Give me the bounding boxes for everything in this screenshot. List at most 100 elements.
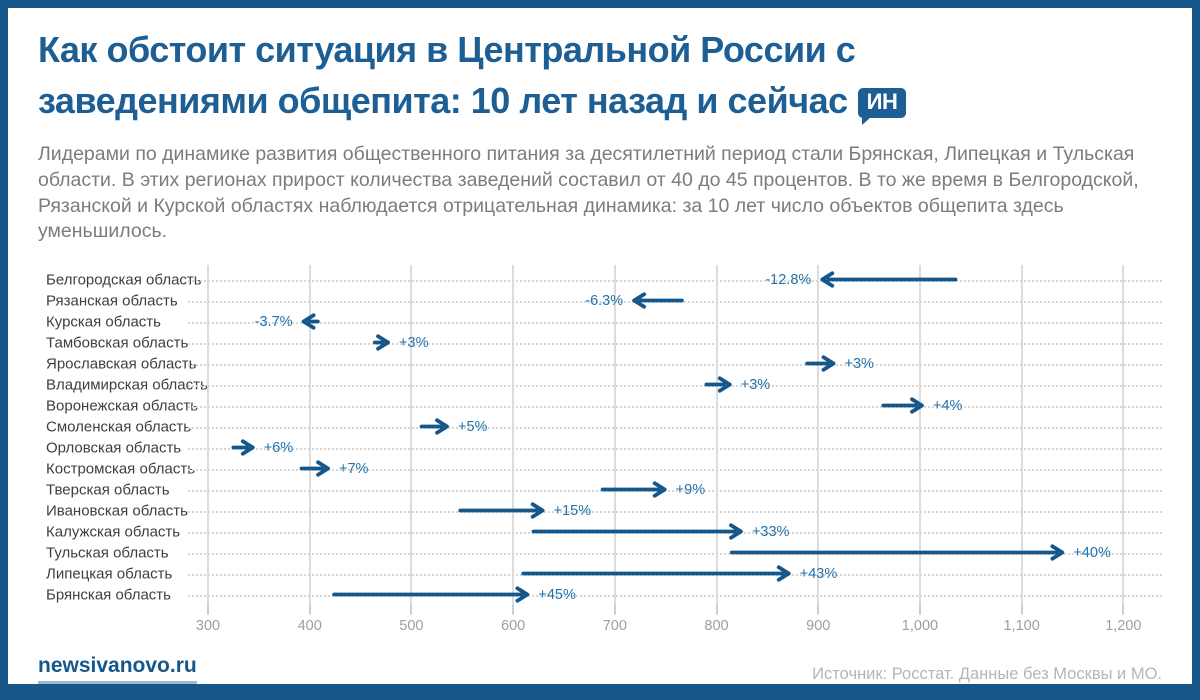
- content: Как обстоит ситуация в Центральной Росси…: [8, 24, 1192, 700]
- change-label: +6%: [263, 439, 294, 456]
- change-arrow: [881, 397, 924, 414]
- x-tick-label: 600: [501, 618, 526, 635]
- grid-line-vertical: [207, 265, 209, 616]
- x-tick: [207, 605, 209, 615]
- change-arrow: [632, 292, 684, 309]
- change-arrow: [419, 418, 449, 435]
- change-label: +40%: [1073, 544, 1111, 561]
- row-label: Тульская область: [46, 544, 169, 562]
- row-dotted-line: [188, 321, 1162, 324]
- row-label: Воронежская область: [46, 397, 199, 415]
- x-tick-label: 800: [704, 618, 729, 635]
- grid-line-vertical: [308, 265, 311, 616]
- row-dotted-line: [188, 489, 1162, 492]
- x-tick: [308, 605, 311, 615]
- footer: newsivanovo.ru Источник: Росстат. Данные…: [38, 654, 1162, 684]
- change-arrow: [805, 355, 836, 372]
- plot-area: -12.8% -6.3% -3.7% +3% +3% +3% +4% +5% +6% +7% +9%…: [188, 265, 1162, 616]
- title-line-2: заведениями общепита: 10 лет назад и сей…: [38, 75, 1162, 126]
- row-dotted-line: [188, 363, 1162, 366]
- page-title: Как обстоит ситуация в Центральной Росси…: [38, 24, 1162, 126]
- grid-line-vertical: [1122, 265, 1125, 616]
- x-tick: [918, 605, 921, 615]
- row-dotted-line: [188, 279, 1162, 282]
- x-tick-label: 300: [195, 618, 221, 635]
- row-dotted-line: [188, 405, 1162, 408]
- grid-line-vertical: [817, 265, 820, 616]
- change-arrow: [332, 586, 530, 603]
- row-label: Тамбовская область: [46, 334, 189, 352]
- row-dotted-line: [188, 342, 1162, 345]
- change-label: -6.3%: [585, 292, 624, 309]
- change-arrow: [729, 544, 1065, 561]
- row-label: Орловская область: [46, 439, 182, 457]
- x-tick-label: 900: [806, 618, 831, 635]
- x-tick: [1020, 605, 1023, 615]
- grid-line-vertical: [918, 265, 921, 616]
- x-tick: [512, 605, 515, 615]
- row-label: Тверская область: [46, 481, 170, 499]
- change-label: +9%: [675, 481, 706, 498]
- arrow-chart: Белгородская область Рязанская область Кур…: [38, 265, 1162, 661]
- row-label: Ивановская область: [46, 502, 188, 520]
- change-arrow: [820, 271, 958, 288]
- title-line-1: Как обстоит ситуация в Центральной Росси…: [38, 29, 856, 70]
- change-label: +3%: [740, 376, 771, 393]
- row-label: Владимирская область: [46, 376, 208, 394]
- x-tick-label: 700: [602, 618, 627, 635]
- x-axis: 300 400 500 600 700 800 900 1,000 1,100 1,200: [196, 605, 1162, 645]
- row-label: Смоленская область: [46, 418, 192, 436]
- source-note: Источник: Росстат. Данные без Москвы и М…: [812, 665, 1162, 683]
- x-tick: [613, 605, 616, 615]
- change-label: +7%: [339, 460, 369, 477]
- change-label: -12.8%: [765, 271, 812, 288]
- change-label: +45%: [538, 586, 576, 603]
- intro-text: Лидерами по динамике развития общественн…: [38, 143, 1139, 243]
- x-tick-label: 500: [399, 618, 424, 635]
- grid-line-vertical: [410, 265, 413, 616]
- x-tick-label: 1,200: [1105, 618, 1142, 635]
- grid-line-vertical: [715, 265, 718, 616]
- row-dotted-line: [188, 510, 1162, 513]
- change-arrow: [521, 565, 791, 582]
- row-dotted-line: [188, 468, 1162, 471]
- x-tick: [817, 605, 820, 615]
- change-arrow: [600, 481, 667, 498]
- site-link[interactable]: newsivanovo.ru: [38, 654, 197, 684]
- row-label: Брянская область: [46, 586, 171, 604]
- row-dotted-line: [188, 384, 1162, 387]
- grid-line-vertical: [1020, 265, 1023, 616]
- change-label: +33%: [751, 523, 790, 540]
- change-label: +3%: [844, 355, 874, 372]
- change-label: +3%: [399, 334, 429, 351]
- grid-line-vertical: [613, 265, 616, 616]
- row-label: Рязанская область: [46, 292, 178, 310]
- change-arrow: [458, 502, 545, 519]
- change-label: -3.7%: [254, 313, 293, 330]
- change-arrow: [301, 313, 320, 330]
- x-tick-label: 1,000: [901, 618, 939, 635]
- row-dotted-line: [188, 426, 1162, 429]
- row-dotted-line: [188, 447, 1162, 450]
- change-arrow: [231, 439, 255, 456]
- row-label: Ярославская область: [46, 355, 197, 373]
- row-label: Калужская область: [46, 523, 181, 541]
- row-label: Липецкая область: [46, 565, 173, 583]
- row-dotted-line: [188, 594, 1162, 597]
- change-arrow: [531, 523, 743, 540]
- change-label: +5%: [458, 418, 488, 435]
- change-label: +43%: [799, 565, 838, 582]
- title-line-2-text: заведениями общепита: 10 лет назад и сей…: [38, 80, 848, 122]
- grid-line-vertical: [512, 265, 515, 616]
- change-arrow: [704, 376, 732, 393]
- x-tick: [1122, 605, 1125, 615]
- x-tick-label: 400: [297, 618, 322, 635]
- x-tick: [410, 605, 413, 615]
- change-arrow: [372, 334, 390, 351]
- row-label: Костромская область: [46, 460, 196, 478]
- change-label: +15%: [553, 502, 592, 519]
- change-arrow: [299, 460, 330, 477]
- change-label: +4%: [932, 397, 963, 414]
- inews-logo-badge: ИН: [857, 88, 907, 126]
